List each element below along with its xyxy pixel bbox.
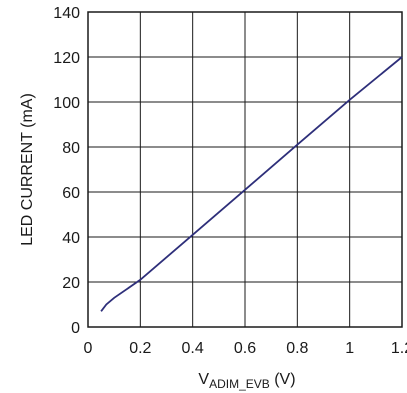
x-axis-label: VADIM_EVB (V) — [198, 371, 295, 391]
grid-lines — [87, 11, 403, 328]
y-tick-label: 100 — [53, 95, 80, 112]
x-tick-label: 1.2 — [391, 340, 407, 357]
plot-frame — [87, 11, 403, 328]
x-axis-label-subscript: ADIM_EVB — [209, 377, 270, 391]
x-tick-label: 0.2 — [129, 340, 151, 357]
x-tick-label: 0.8 — [286, 340, 308, 357]
x-tick-label: 0.6 — [234, 340, 256, 357]
y-tick-label: 20 — [62, 275, 80, 292]
y-axis-label: LED CURRENT (mA) — [19, 93, 36, 246]
series-group — [100, 56, 403, 312]
series-line-0 — [100, 56, 403, 312]
y-tick-label: 140 — [53, 5, 80, 22]
x-axis-label-unit: (V) — [270, 371, 296, 388]
x-tick-label: 0.4 — [182, 340, 204, 357]
x-tick-label: 0 — [84, 340, 93, 357]
x-tick-labels: 0 0.2 0.4 0.6 0.8 1 1.2 — [84, 340, 407, 357]
y-tick-label: 60 — [62, 185, 80, 202]
y-tick-label: 120 — [53, 50, 80, 67]
x-axis-label-main: V — [198, 371, 209, 388]
y-tick-label: 40 — [62, 230, 80, 247]
y-tick-labels: 0 20 40 60 80 100 120 140 — [53, 5, 80, 337]
y-tick-label: 0 — [71, 320, 80, 337]
x-tick-label: 1 — [345, 340, 354, 357]
y-tick-label: 80 — [62, 140, 80, 157]
